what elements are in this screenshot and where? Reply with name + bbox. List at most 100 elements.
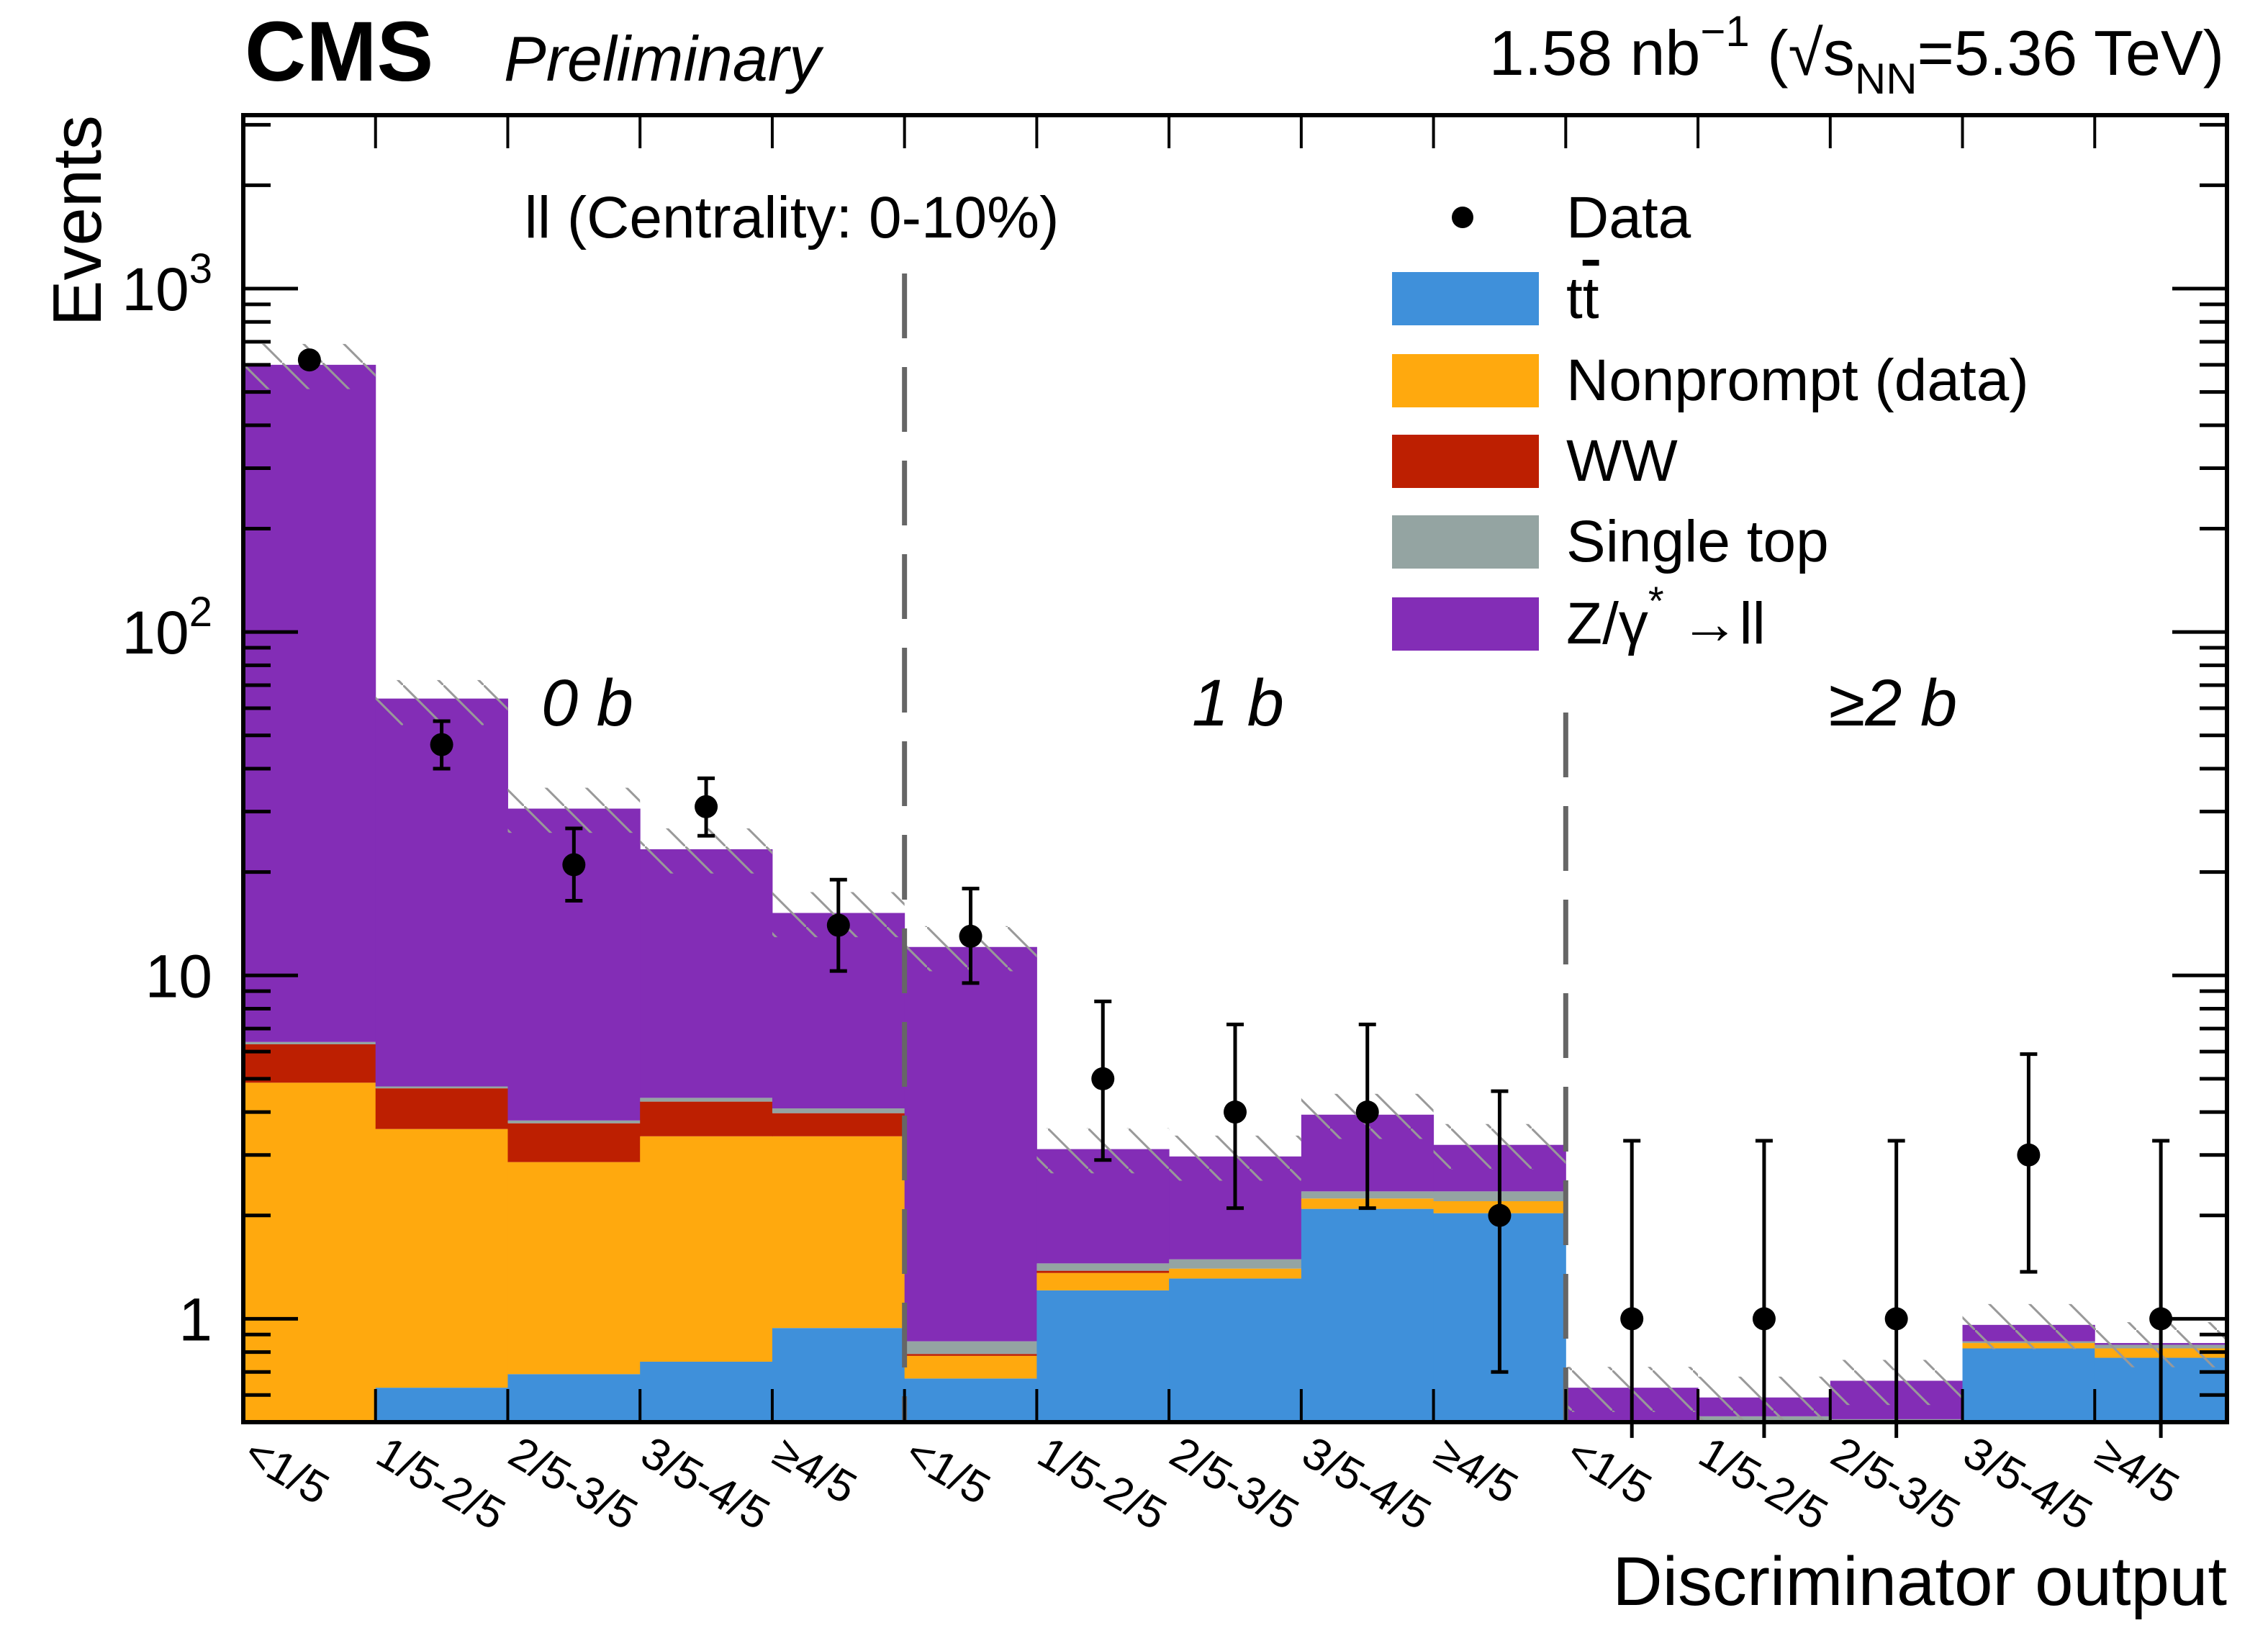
x-tick-label: 2/5-3/5: [500, 1427, 646, 1539]
energy-value: =5.36 TeV): [1917, 17, 2224, 89]
bar-singletop-6: [1036, 1263, 1170, 1271]
x-tick-label: <1/5: [898, 1427, 999, 1514]
y-tick-label: 1: [179, 1285, 212, 1353]
data-point: [826, 877, 850, 973]
x-tick-label: 1/5-2/5: [369, 1427, 514, 1539]
y-tick-label: 10: [145, 942, 212, 1010]
bar-ttbar-3: [640, 1361, 773, 1422]
bar-nonprompt-7: [1169, 1268, 1302, 1279]
data-point: [1488, 1089, 1512, 1374]
energy-var: s: [1823, 17, 1855, 89]
bar-ttbar-7: [1169, 1278, 1302, 1422]
data-point: [2017, 1052, 2041, 1274]
x-tick-label: ≥4/5: [1426, 1427, 1526, 1514]
x-tick-label: ≥4/5: [765, 1427, 865, 1514]
legend-label-ww: WW: [1566, 428, 1678, 494]
region-label-1b: 1 b: [1192, 666, 1284, 740]
plot-area: [243, 343, 2227, 1422]
bar-singletop-4: [772, 1108, 905, 1113]
bar-ww-4: [772, 1113, 905, 1136]
data-point: [1355, 1022, 1379, 1211]
lumi-label: 1.58 nb−1 (√sNN=5.36 TeV): [1489, 7, 2224, 103]
data-point: [1091, 999, 1115, 1162]
data-point: [430, 719, 453, 771]
data-marker: [695, 795, 718, 818]
selection-annotation: ll (Centrality: 0-10%): [525, 185, 1060, 250]
data-marker: [297, 348, 321, 372]
x-tick-label: 2/5-3/5: [1162, 1427, 1307, 1539]
data-point: [562, 826, 586, 903]
data-marker: [430, 733, 453, 756]
bar-singletop-5: [904, 1341, 1037, 1355]
unc-band-1: [375, 679, 508, 725]
svg-text:1.58 nb−1 (√sNN=5.36 TeV): 1.58 nb−1 (√sNN=5.36 TeV): [1489, 7, 2224, 103]
bar-nonprompt-4: [772, 1136, 905, 1329]
legend-label-data: Data: [1566, 185, 1691, 250]
y-tick-label: 103: [122, 245, 212, 323]
data-point: [297, 348, 321, 372]
data-marker: [562, 853, 586, 877]
x-tick-label: 3/5-4/5: [1294, 1427, 1440, 1539]
bar-nonprompt-6: [1036, 1272, 1170, 1290]
energy-prefix: (√: [1767, 17, 1823, 89]
legend-data-marker: [1452, 207, 1473, 228]
bar-ttbar-2: [507, 1374, 641, 1422]
x-tick-label: ≥4/5: [2087, 1427, 2187, 1514]
bar-nonprompt-2: [507, 1162, 641, 1375]
data-marker: [2149, 1307, 2173, 1331]
legend-swatch-nonprompt: [1392, 354, 1539, 407]
legend-label-nonprompt: Nonprompt (data): [1566, 348, 2029, 413]
data-point: [1884, 1139, 1908, 1438]
y-tick-labels: 1 10 102 103: [122, 245, 212, 1353]
bar-nonprompt-3: [640, 1136, 773, 1362]
bar-singletop-3: [640, 1098, 773, 1102]
axis-ticks: [243, 115, 2227, 1424]
x-tick-label: 1/5-2/5: [1691, 1427, 1836, 1539]
data-marker: [1224, 1100, 1247, 1124]
bar-singletop-7: [1169, 1259, 1302, 1269]
unc-band-13: [1962, 1303, 2095, 1349]
data-marker: [1620, 1307, 1644, 1331]
bar-singletop-0: [243, 1041, 376, 1044]
bar-nonprompt-5: [904, 1355, 1037, 1379]
data-marker: [1091, 1067, 1115, 1090]
bar-ttbar-1: [375, 1388, 508, 1422]
legend-swatch-singletop: [1392, 515, 1539, 569]
data-marker: [1355, 1100, 1379, 1124]
legend-swatch-ww: [1392, 435, 1539, 488]
bar-ww-5: [904, 1354, 1037, 1356]
bar-ttbar-8: [1301, 1208, 1435, 1422]
data-point: [1224, 1022, 1247, 1211]
region-dividers: [902, 273, 1568, 1422]
bar-nonprompt-1: [375, 1129, 508, 1388]
y-axis-title: Events: [39, 115, 116, 326]
experiment-label: CMS: [245, 4, 433, 99]
data-marker: [826, 913, 850, 937]
lumi-exponent: −1: [1700, 7, 1749, 55]
lumi-value: 1.58 nb: [1489, 17, 1701, 89]
legend-label-dy: Z/γ* →ll: [1566, 578, 1766, 656]
legend-label-singletop: Single top: [1566, 509, 1829, 574]
energy-subscript: NN: [1855, 55, 1917, 103]
x-tick-label: <1/5: [236, 1427, 338, 1514]
data-point: [959, 887, 982, 985]
data-marker: [1884, 1307, 1908, 1331]
bar-ttbar-6: [1036, 1290, 1170, 1422]
bar-dy-0: [243, 364, 376, 1042]
region-label-0b: 0 b: [541, 666, 633, 740]
x-tick-labels: <1/5 1/5-2/52/5-3/53/5-4/5≥4/5 <1/5 1/5-2/5…: [236, 1427, 2187, 1539]
bar-singletop-1: [375, 1086, 508, 1089]
bar-ttbar-4: [772, 1328, 905, 1422]
data-marker: [1752, 1307, 1776, 1331]
data-points: [297, 348, 2173, 1438]
bar-singletop-2: [507, 1120, 641, 1123]
data-point: [695, 776, 718, 838]
x-axis-title: Discriminator output: [1612, 1543, 2227, 1620]
x-tick-label: 1/5-2/5: [1029, 1427, 1175, 1539]
data-point: [1752, 1139, 1776, 1438]
tbar: t: [1583, 266, 1599, 331]
bar-ttbar-5: [904, 1378, 1037, 1422]
bar-ww-6: [1036, 1270, 1170, 1273]
bar-nonprompt-0: [243, 1082, 376, 1422]
